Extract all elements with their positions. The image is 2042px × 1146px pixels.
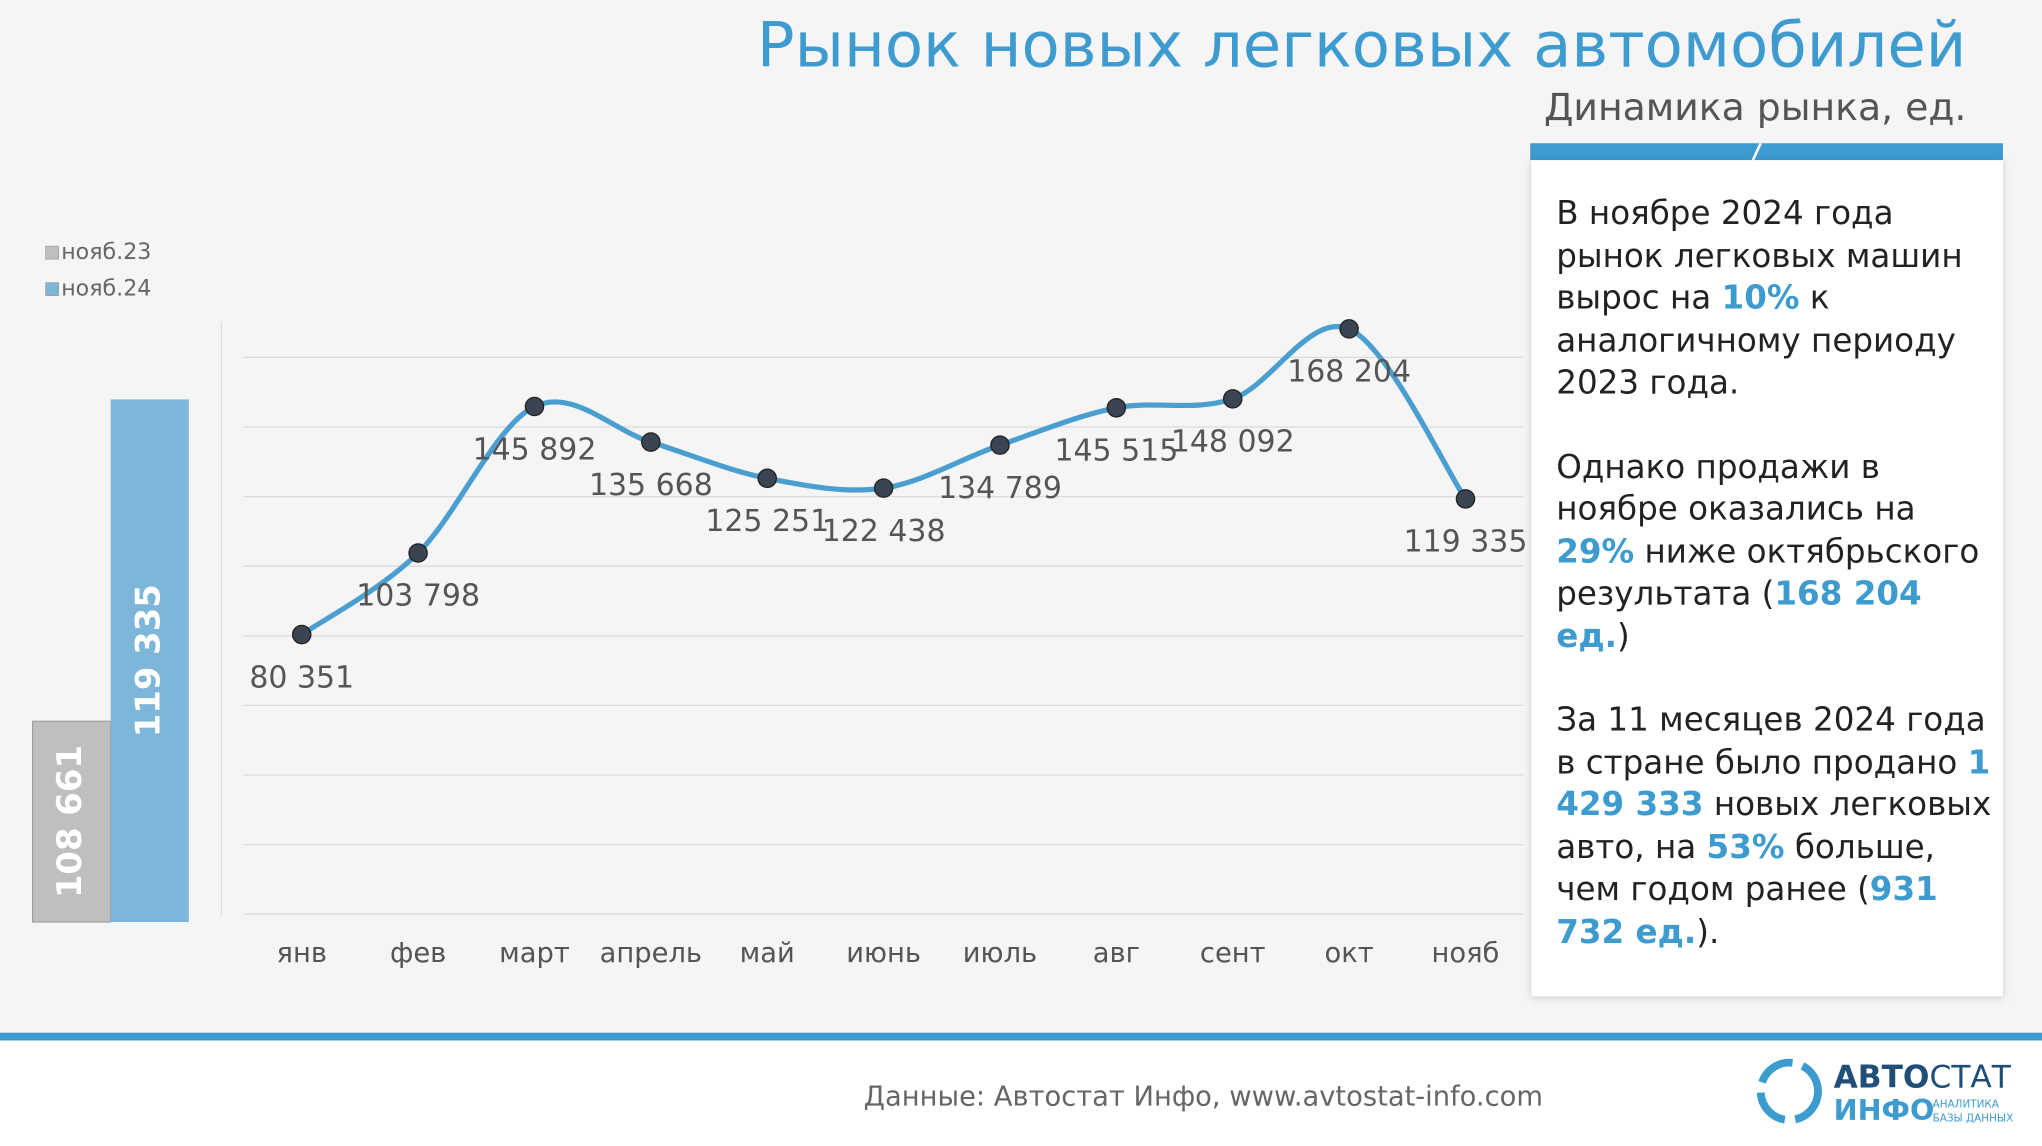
legend-label: нояб.23 <box>61 239 151 265</box>
highlight: 53% <box>1706 827 1785 866</box>
marker <box>1106 398 1127 418</box>
title: Рынок новых легковых автомобилей <box>757 9 1967 82</box>
legend-label: нояб.24 <box>61 276 151 302</box>
marker <box>641 432 661 452</box>
logo-bold: АВТО <box>1834 1059 1930 1095</box>
x-tick-label: авг <box>1093 938 1140 969</box>
bar <box>110 399 189 923</box>
panel-text: В ноябре 2024 года рынок легковых машин … <box>1556 193 1999 954</box>
text: За 11 месяцев 2024 года в стране было пр… <box>1556 700 1986 781</box>
text: к аналогичному периоду 2023 года. <box>1556 278 1956 402</box>
bar-slash <box>1751 142 1762 161</box>
marker <box>990 435 1010 455</box>
logo-rest: СТАТ <box>1930 1059 2012 1095</box>
value-label: 148 092 <box>1171 425 1295 460</box>
text: ниже октябрьского результата ( <box>1556 531 1980 613</box>
highlight: 1 429 333 <box>1556 742 1991 824</box>
marker <box>408 543 428 563</box>
x-tick-label: июль <box>963 938 1037 969</box>
highlight: 168 204 ед. <box>1556 574 1922 655</box>
legend-swatch <box>45 245 59 260</box>
logo-tagline: БАЗЫ ДАННЫХ <box>1933 1113 2014 1125</box>
x-tick-label: окт <box>1325 938 1374 969</box>
x-tick-label: апрель <box>600 938 702 969</box>
logo-sub: ИНФО <box>1834 1093 1935 1127</box>
logo-tagline: АНАЛИТИКА <box>1933 1098 2000 1110</box>
value-label: 135 668 <box>589 468 713 503</box>
footer-rule <box>0 1032 2042 1041</box>
value-label: 134 789 <box>938 471 1062 506</box>
x-tick-label: июнь <box>846 938 921 969</box>
x-tick-label: нояб <box>1432 938 1500 969</box>
x-tick-label: май <box>740 938 795 969</box>
text: ). <box>1696 912 1720 951</box>
marker <box>1455 489 1476 509</box>
footer <box>0 1040 2042 1146</box>
value-label: 145 892 <box>473 432 597 467</box>
info-panel <box>1531 160 2003 997</box>
value-label: 119 335 <box>1404 525 1528 560</box>
text: Однако продажи в ноябре оказались на <box>1556 447 1916 528</box>
marker <box>524 396 545 417</box>
bar <box>32 720 112 923</box>
bar-value-label: 119 335 <box>128 584 167 737</box>
text: В ноябре 2024 года рынок легковых машин … <box>1556 194 1963 317</box>
source: Данные: Автостат Инфо, www.avtostat-info… <box>864 1081 1543 1112</box>
marker <box>757 468 778 489</box>
marker <box>1222 389 1243 409</box>
highlight: 29% <box>1556 531 1635 570</box>
marker <box>873 478 894 498</box>
value-label: 103 798 <box>356 579 480 614</box>
logo-name: АВТОСТАТ <box>1834 1059 2012 1095</box>
subtitle-bar <box>1530 143 2003 161</box>
highlight: 10% <box>1721 278 1800 317</box>
value-label: 125 251 <box>705 504 829 539</box>
legend-swatch <box>45 282 59 296</box>
x-tick-label: фев <box>390 938 446 969</box>
paragraph: В ноябре 2024 года рынок легковых машин … <box>1556 193 1999 405</box>
text: новых легковых авто, на <box>1556 785 1992 866</box>
panel-text-box: В ноябре 2024 года рынок легковых машин … <box>1556 193 1999 954</box>
marker <box>291 624 312 645</box>
marker <box>1339 319 1359 339</box>
paragraph: За 11 месяцев 2024 года в стране было пр… <box>1556 699 1999 953</box>
value-label: 80 351 <box>249 660 354 695</box>
logo-icon <box>1756 1058 1822 1124</box>
highlight: 931 732 ед. <box>1556 869 1938 951</box>
subtitle: Динамика рынка, ед. <box>1544 85 1966 129</box>
x-tick-label: сент <box>1200 938 1266 969</box>
bar-value-label: 108 661 <box>50 745 89 898</box>
text: ) <box>1616 616 1630 655</box>
value-label: 145 515 <box>1054 434 1178 469</box>
text: больше, чем годом ранее ( <box>1556 827 1935 908</box>
paragraph: Однако продажи в ноябре оказались на 29%… <box>1556 446 1999 658</box>
value-label: 122 438 <box>822 514 946 549</box>
x-tick-label: март <box>499 938 570 969</box>
value-label: 168 204 <box>1287 355 1411 390</box>
x-tick-label: янв <box>277 938 327 969</box>
